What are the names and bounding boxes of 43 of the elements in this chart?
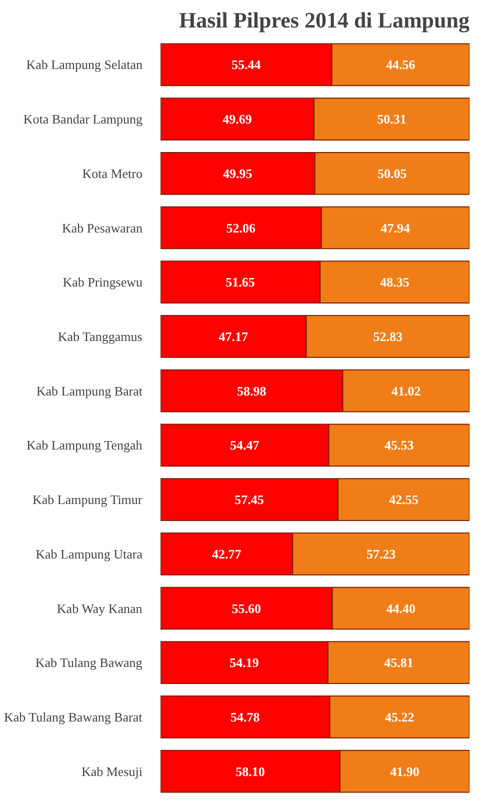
y-tick-label: Kab Lampung Barat — [36, 383, 143, 398]
data-label: 41.90 — [390, 764, 420, 779]
data-label: 47.94 — [380, 220, 411, 236]
y-tick-label: Kab Way Kanan — [56, 600, 143, 616]
data-label: 57.45 — [234, 492, 264, 508]
data-label: 41.02 — [392, 383, 421, 398]
data-label: 42.77 — [212, 546, 242, 562]
data-label: 45.22 — [385, 709, 414, 724]
data-label: 50.31 — [377, 112, 406, 127]
data-label: 58.10 — [236, 764, 265, 779]
data-label: 48.35 — [380, 274, 410, 290]
y-tick-label: Kab Mesuji — [81, 764, 143, 779]
y-tick-label: Kota Metro — [82, 166, 143, 181]
data-label: 45.53 — [384, 438, 414, 453]
data-label: 44.56 — [386, 57, 416, 72]
data-label: 54.47 — [230, 438, 260, 453]
chart-title: Hasil Pilpres 2014 di Lampung — [178, 8, 470, 32]
data-label: 54.19 — [230, 655, 260, 670]
data-label: 49.69 — [222, 112, 252, 127]
data-label: 45.81 — [384, 655, 414, 670]
data-label: 50.05 — [378, 166, 408, 181]
y-tick-label: Kota Bandar Lampung — [23, 112, 143, 127]
y-tick-label: Kab Pesawaran — [62, 220, 143, 236]
y-tick-label: Kab Tanggamus — [58, 328, 142, 344]
data-label: 54.78 — [230, 709, 260, 724]
data-label: 57.23 — [366, 546, 396, 562]
data-label: 49.95 — [223, 166, 253, 181]
y-tick-label: Kab Tulang Bawang Barat — [4, 709, 143, 724]
data-label: 52.83 — [373, 328, 404, 344]
data-label: 42.55 — [389, 492, 419, 508]
data-label: 55.44 — [232, 57, 262, 72]
y-tick-label: Kab Lampung Selatan — [26, 57, 143, 72]
y-tick-label: Kab Lampung Tengah — [26, 438, 143, 453]
data-label: 51.65 — [226, 274, 256, 290]
y-tick-label: Kab Pringsewu — [62, 274, 143, 290]
data-label: 55.60 — [232, 600, 262, 616]
data-label: 52.06 — [226, 220, 256, 236]
data-label: 58.98 — [237, 383, 267, 398]
y-tick-label: Kab Lampung Utara — [36, 546, 143, 562]
y-tick-label: Kab Tulang Bawang — [35, 655, 143, 670]
y-tick-label: Kab Lampung Timur — [32, 492, 143, 508]
data-label: 44.40 — [386, 600, 416, 616]
data-label: 47.17 — [218, 328, 249, 344]
